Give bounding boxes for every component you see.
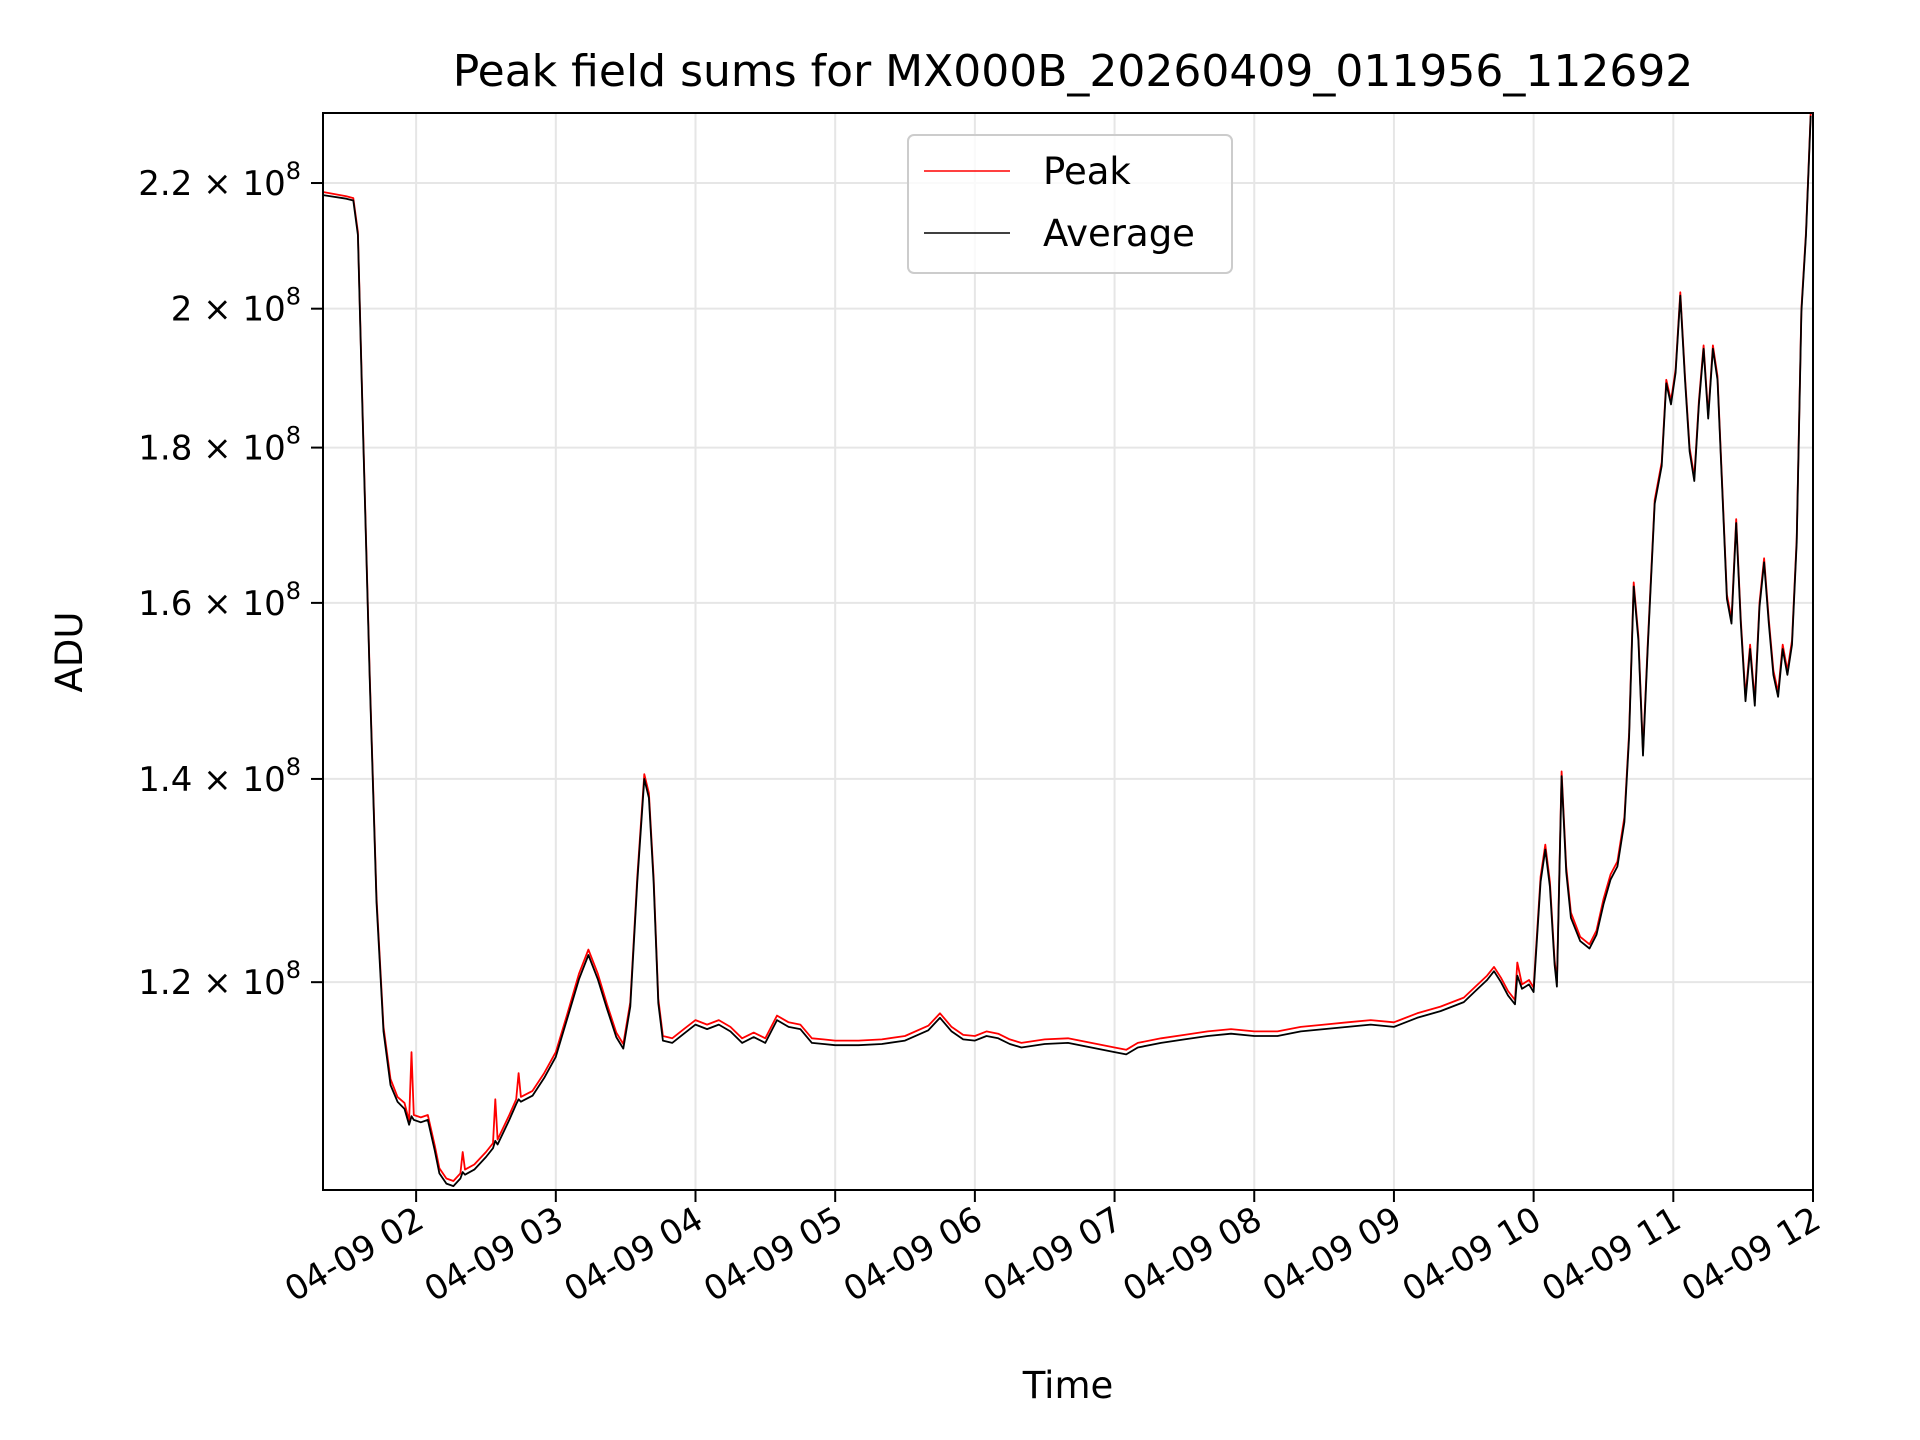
y-axis-label: ADU — [48, 612, 91, 693]
y-tick-label: 1.2 × 108 — [138, 956, 301, 1003]
y-tick-label: 2.2 × 108 — [138, 157, 301, 204]
series-line-average — [323, 115, 1812, 1187]
y-tick-label: 1.4 × 108 — [138, 753, 301, 800]
legend-label-peak: Peak — [1043, 150, 1131, 193]
legend: Peak Average — [907, 134, 1233, 274]
legend-label-average: Average — [1043, 212, 1195, 255]
chart-title: Peak field sums for MX000B_20260409_0119… — [453, 46, 1694, 97]
series-layer — [323, 113, 1812, 1187]
y-tick-label: 2 × 108 — [171, 283, 301, 330]
x-axis-label: Time — [1022, 1364, 1114, 1407]
y-tick-label: 1.8 × 108 — [138, 422, 301, 469]
plot-frame — [322, 112, 1814, 1191]
y-tick-label: 1.6 × 108 — [138, 577, 301, 624]
y-axis: 1.2 × 108 1.4 × 108 1.6 × 108 1.8 × 108 2 × … — [138, 157, 323, 1003]
legend-box — [907, 134, 1233, 274]
